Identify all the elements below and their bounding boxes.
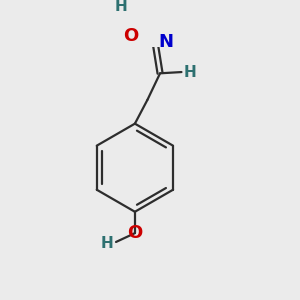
Text: H: H <box>101 236 113 251</box>
Text: O: O <box>124 27 139 45</box>
Text: O: O <box>127 224 142 242</box>
Text: H: H <box>184 64 196 80</box>
Text: H: H <box>115 0 128 14</box>
Text: N: N <box>158 33 173 51</box>
